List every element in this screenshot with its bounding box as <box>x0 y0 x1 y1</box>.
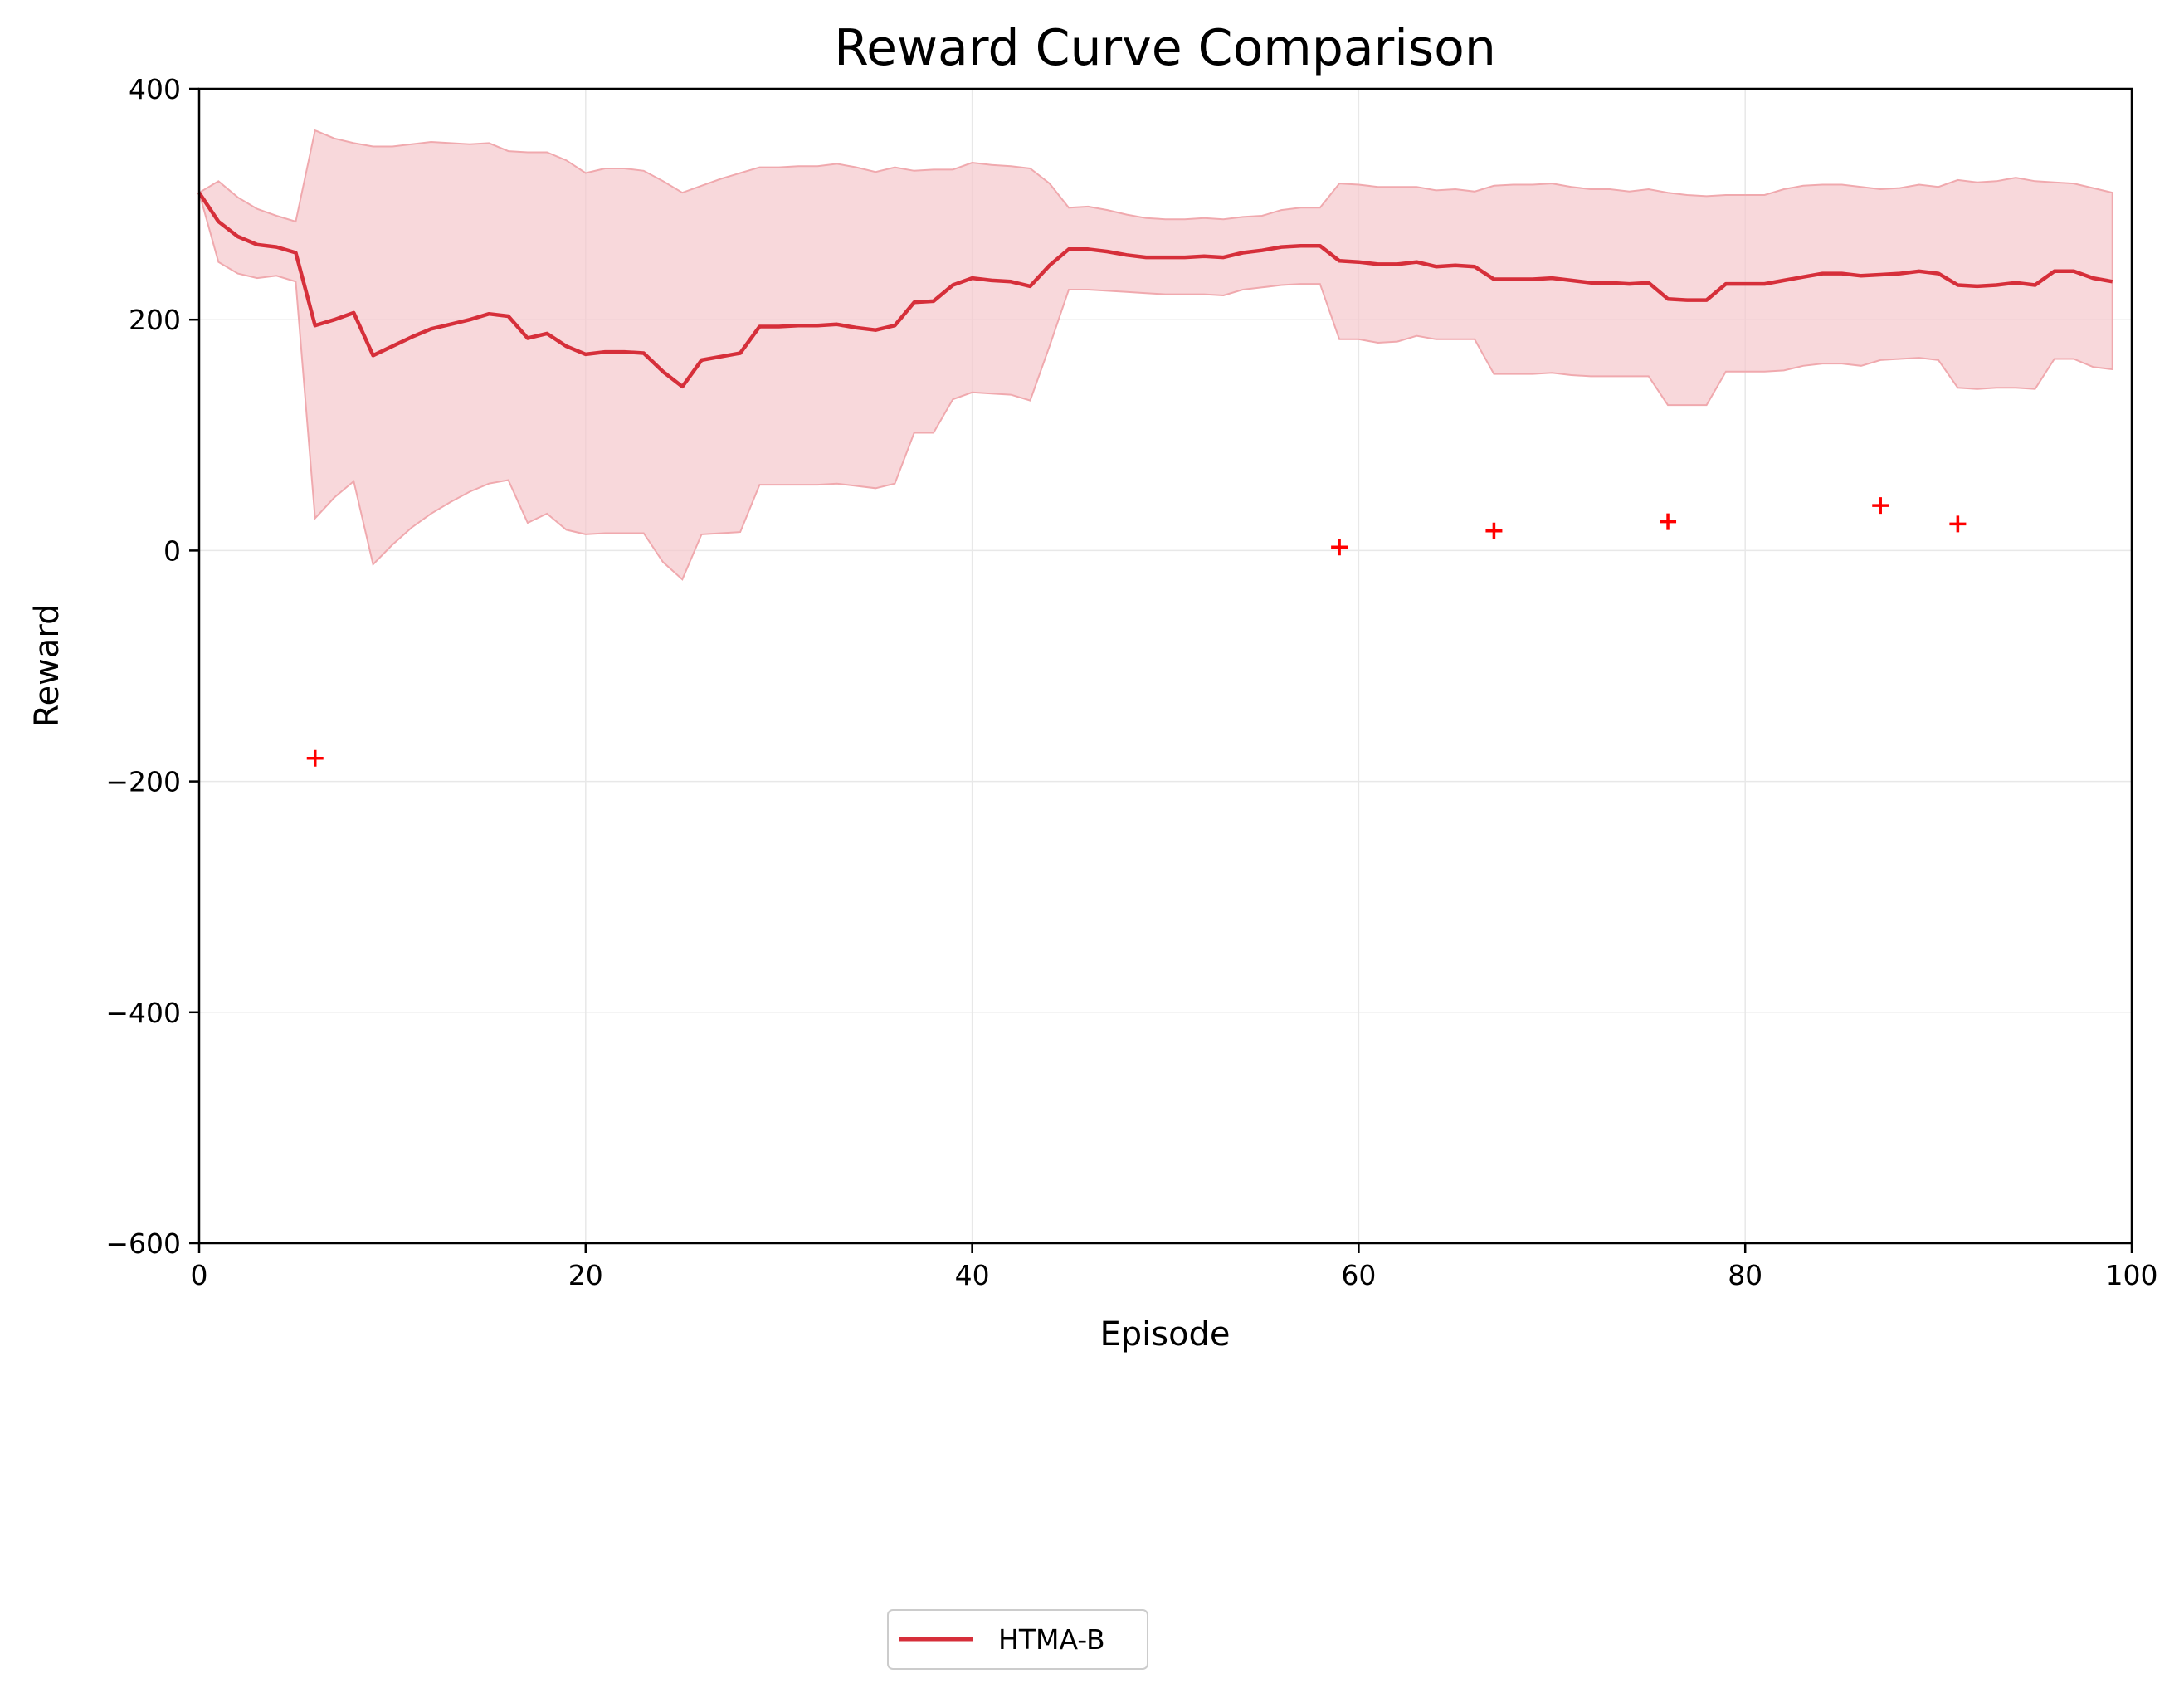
legend-label: HTMA-B <box>998 1623 1105 1656</box>
x-tick-label: 80 <box>1728 1259 1762 1291</box>
y-tick-label: −400 <box>105 997 181 1029</box>
y-tick-label: −600 <box>105 1227 181 1260</box>
x-tick-label: 0 <box>191 1259 208 1291</box>
y-tick-label: 400 <box>129 73 181 105</box>
y-axis-ticks: −600 −400 −200 0 200 400 <box>105 73 199 1260</box>
legend-box <box>887 1609 1148 1670</box>
y-tick-label: 200 <box>129 304 181 336</box>
x-tick-label: 40 <box>955 1259 990 1291</box>
x-axis-ticks: 0 20 40 60 80 100 <box>191 1243 2158 1291</box>
plot-frame <box>197 87 2133 1245</box>
x-axis-title: Episode <box>1099 1315 1230 1354</box>
chart-title: Reward Curve Comparison <box>834 19 1496 77</box>
plus-marker <box>306 749 324 767</box>
x-tick-label: 100 <box>2106 1259 2158 1291</box>
series-line-htma-b <box>197 191 2113 389</box>
plus-marker <box>1949 515 1967 533</box>
series-line-layer <box>197 191 2113 389</box>
plus-marker <box>1331 539 1348 556</box>
marker-layer <box>306 497 1967 767</box>
plus-marker <box>1872 497 1889 515</box>
y-axis-title: Reward <box>28 604 66 728</box>
y-tick-label: −200 <box>105 766 181 798</box>
y-tick-label: 0 <box>163 534 181 567</box>
x-tick-label: 60 <box>1341 1259 1376 1291</box>
plus-marker <box>1485 522 1503 539</box>
plus-marker <box>1660 513 1677 530</box>
legend: HTMA-B <box>887 1609 1148 1670</box>
x-tick-label: 20 <box>568 1259 603 1291</box>
